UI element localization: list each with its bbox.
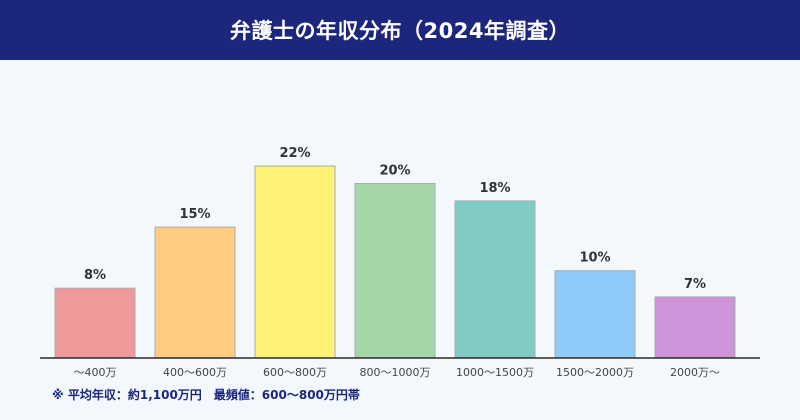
- bar-value-label: 22%: [279, 146, 310, 161]
- category-label: 800〜1000万: [360, 366, 431, 379]
- bar-value-label: 20%: [379, 163, 410, 178]
- category-label: 600〜800万: [263, 366, 327, 379]
- category-label: 〜400万: [74, 366, 117, 379]
- bar: [554, 270, 636, 359]
- category-label: 400〜600万: [163, 366, 227, 379]
- bar-chart: 8% 〜400万 15% 400〜600万 22% 600〜800万 20% 800〜1000…: [40, 146, 760, 379]
- bar-value-label: 18%: [479, 181, 510, 196]
- bar: [354, 182, 436, 359]
- bar-value-label: 7%: [684, 277, 706, 292]
- bar-value-label: 10%: [579, 251, 610, 266]
- chart-title: 弁護士の年収分布（2024年調査）: [230, 19, 570, 43]
- bar: [154, 226, 236, 359]
- category-label: 1000〜1500万: [456, 366, 534, 379]
- bar-value-label: 15%: [179, 207, 210, 222]
- bar: [54, 287, 136, 359]
- chart-header: 弁護士の年収分布（2024年調査）: [0, 0, 800, 60]
- bar: [654, 296, 736, 359]
- category-label: 1500〜2000万: [556, 366, 634, 379]
- bar: [454, 200, 536, 359]
- bar: [254, 165, 336, 359]
- footnote: ※ 平均年収：約1,100万円 最頻値：600〜800万円帯: [52, 388, 360, 402]
- chart-area: 8% 〜400万 15% 400〜600万 22% 600〜800万 20% 800〜1000…: [0, 60, 800, 420]
- bar-value-label: 8%: [84, 268, 106, 283]
- category-label: 2000万〜: [670, 366, 720, 379]
